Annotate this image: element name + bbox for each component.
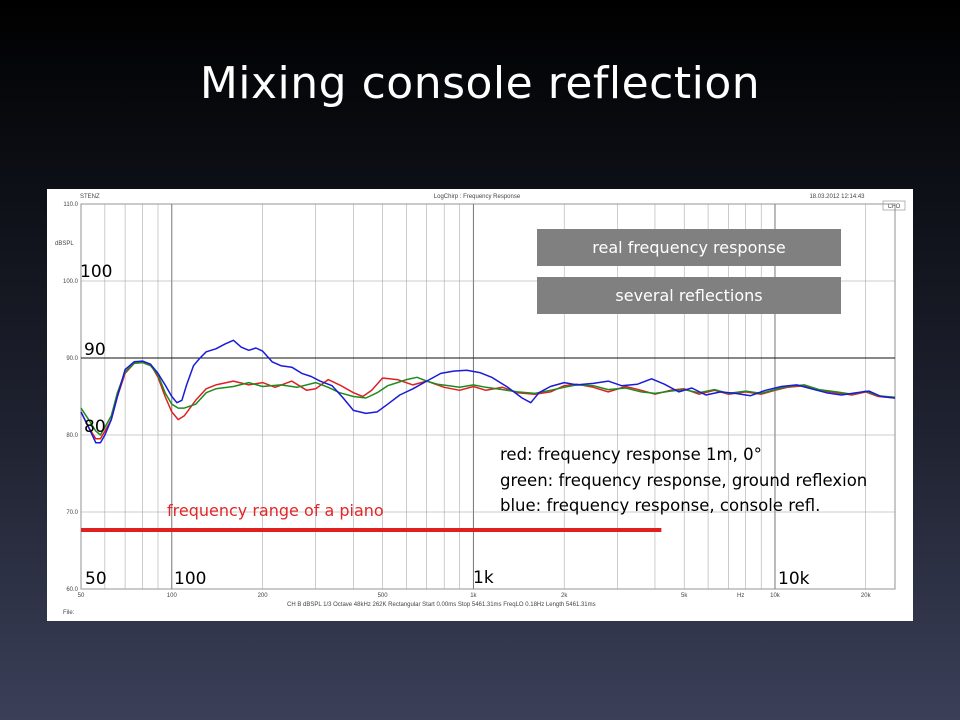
y-tick-label: 110.0: [63, 202, 78, 208]
piano-range-label: frequency range of a piano: [167, 501, 384, 520]
frequency-response-chart: STENZ LogChirp : Frequency Response 18.0…: [55, 194, 906, 616]
x-tick-label: 10k: [770, 593, 781, 599]
header-left: STENZ: [80, 194, 100, 200]
series-line: [80, 339, 896, 444]
x-tick-label: 5k: [681, 593, 688, 599]
legend-blue: blue: frequency response, console refl.: [500, 496, 820, 515]
footer-file-label: File:: [63, 610, 75, 616]
big-label-100hz: 100: [174, 569, 206, 589]
big-label-50: 50: [85, 569, 107, 589]
big-label-90: 90: [84, 340, 106, 360]
series-layer: [80, 339, 896, 444]
chart-panel: STENZ LogChirp : Frequency Response 18.0…: [47, 189, 913, 621]
logo-text: CFO: [888, 204, 901, 210]
reflections-box: several reflections: [537, 277, 841, 314]
big-label-80: 80: [84, 417, 106, 437]
big-label-10k: 10k: [778, 569, 810, 589]
y-tick-label: 60.0: [66, 587, 78, 593]
series-line: [80, 361, 896, 436]
x-tick-label: 100: [167, 593, 178, 599]
x-tick-label: 1k: [470, 593, 477, 599]
x-tick-label: 20k: [861, 593, 872, 599]
slide-title: Mixing console reflection: [199, 58, 761, 109]
y-tick-label: 70.0: [66, 510, 78, 516]
footer-hz-label: Hz: [737, 593, 744, 599]
x-tick-label: 200: [258, 593, 269, 599]
y-tick-label: 80.0: [66, 433, 78, 439]
real-response-box: real frequency response: [537, 229, 841, 266]
y-axis-label: dBSPL: [55, 241, 74, 247]
big-label-100: 100: [80, 262, 112, 282]
series-line: [80, 361, 896, 440]
x-tick-label: 500: [378, 593, 389, 599]
y-tick-label: 100.0: [63, 279, 79, 285]
big-label-1k: 1k: [473, 568, 494, 588]
header-center: LogChirp : Frequency Response: [434, 194, 521, 200]
x-tick-label: 2k: [561, 593, 568, 599]
legend-green: green: frequency response, ground reflex…: [500, 471, 867, 490]
x-tick-label: 50: [78, 593, 85, 599]
y-tick-label: 90.0: [66, 356, 78, 362]
header-right: 18.03.2012 12:14:43: [809, 194, 865, 200]
legend-red: red: frequency response 1m, 0°: [500, 445, 762, 464]
footer-settings: CH B dBSPL 1/3 Octave 48kHz 262K Rectang…: [287, 602, 596, 608]
logo-mark: [882, 200, 906, 211]
